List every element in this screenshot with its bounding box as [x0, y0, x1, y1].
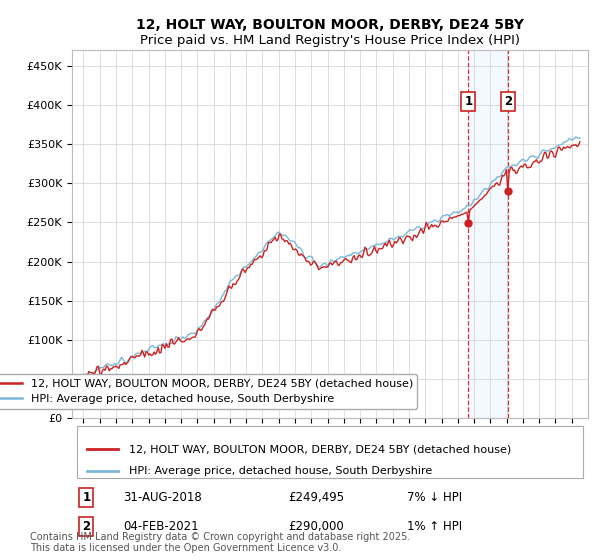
Text: 1: 1 — [82, 491, 91, 504]
12, HOLT WAY, BOULTON MOOR, DERBY, DE24 5BY (detached house) — [166, 344, 173, 351]
Line: 12, HOLT WAY, BOULTON MOOR, DERBY, DE24 5BY (detached house): 12, HOLT WAY, BOULTON MOOR, DERBY, DE24 … — [83, 142, 580, 381]
Text: Contains HM Land Registry data © Crown copyright and database right 2025.
This d: Contains HM Land Registry data © Crown c… — [30, 531, 410, 553]
Text: £249,495: £249,495 — [289, 491, 345, 504]
HPI: Average price, detached house, South Derbyshire: (2e+03, 5.5e+04): Average price, detached house, South Der… — [80, 371, 87, 378]
Text: 2: 2 — [82, 520, 91, 533]
Text: 2: 2 — [504, 95, 512, 108]
12, HOLT WAY, BOULTON MOOR, DERBY, DE24 5BY (detached house) — [576, 138, 583, 145]
Text: HPI: Average price, detached house, South Derbyshire: HPI: Average price, detached house, Sout… — [129, 466, 432, 476]
Text: 12, HOLT WAY, BOULTON MOOR, DERBY, DE24 5BY (detached house): 12, HOLT WAY, BOULTON MOOR, DERBY, DE24 … — [129, 444, 511, 454]
12, HOLT WAY, BOULTON MOOR, DERBY, DE24 5BY (detached house) — [80, 376, 87, 382]
Line: HPI: Average price, detached house, South Derbyshire: HPI: Average price, detached house, Sout… — [83, 137, 580, 375]
Text: 1% ↑ HPI: 1% ↑ HPI — [407, 520, 463, 533]
12, HOLT WAY, BOULTON MOOR, DERBY, DE24 5BY (detached house) — [421, 225, 428, 232]
HPI: Average price, detached house, South Derbyshire: (2.01e+03, 2.11e+05): Average price, detached house, South Der… — [349, 250, 356, 256]
HPI: Average price, detached house, South Derbyshire: (2.03e+03, 3.58e+05): Average price, detached house, South Der… — [576, 134, 583, 141]
Bar — [469, 50, 508, 418]
12, HOLT WAY, BOULTON MOOR, DERBY, DE24 5BY (detached house) — [448, 215, 455, 222]
12, HOLT WAY, BOULTON MOOR, DERBY, DE24 5BY (detached house) — [183, 336, 190, 343]
Text: 1: 1 — [464, 95, 472, 108]
Text: Price paid vs. HM Land Registry's House Price Index (HPI): Price paid vs. HM Land Registry's House … — [140, 34, 520, 47]
HPI: Average price, detached house, South Derbyshire: (2e+03, 7.8e+04): Average price, detached house, South Der… — [130, 353, 137, 360]
FancyBboxPatch shape — [77, 426, 583, 478]
Text: 7% ↓ HPI: 7% ↓ HPI — [407, 491, 463, 504]
HPI: Average price, detached house, South Derbyshire: (2.02e+03, 2.61e+05): Average price, detached house, South Der… — [448, 211, 455, 217]
12, HOLT WAY, BOULTON MOOR, DERBY, DE24 5BY (detached house) — [130, 354, 137, 361]
HPI: Average price, detached house, South Derbyshire: (2.03e+03, 3.59e+05): Average price, detached house, South Der… — [572, 134, 580, 141]
Text: 12, HOLT WAY, BOULTON MOOR, DERBY, DE24 5BY: 12, HOLT WAY, BOULTON MOOR, DERBY, DE24 … — [136, 18, 524, 32]
12, HOLT WAY, BOULTON MOOR, DERBY, DE24 5BY (detached house) — [81, 377, 88, 384]
Text: 31-AUG-2018: 31-AUG-2018 — [124, 491, 202, 504]
Legend: 12, HOLT WAY, BOULTON MOOR, DERBY, DE24 5BY (detached house), HPI: Average price: 12, HOLT WAY, BOULTON MOOR, DERBY, DE24 … — [0, 374, 418, 409]
Text: 04-FEB-2021: 04-FEB-2021 — [124, 520, 199, 533]
HPI: Average price, detached house, South Derbyshire: (2e+03, 5.5e+04): Average price, detached house, South Der… — [88, 372, 95, 379]
HPI: Average price, detached house, South Derbyshire: (2e+03, 1.04e+05): Average price, detached house, South Der… — [183, 333, 190, 340]
HPI: Average price, detached house, South Derbyshire: (2.02e+03, 2.43e+05): Average price, detached house, South Der… — [421, 224, 428, 231]
Text: £290,000: £290,000 — [289, 520, 344, 533]
12, HOLT WAY, BOULTON MOOR, DERBY, DE24 5BY (detached house) — [349, 254, 356, 261]
HPI: Average price, detached house, South Derbyshire: (2e+03, 9.58e+04): Average price, detached house, South Der… — [166, 339, 173, 346]
